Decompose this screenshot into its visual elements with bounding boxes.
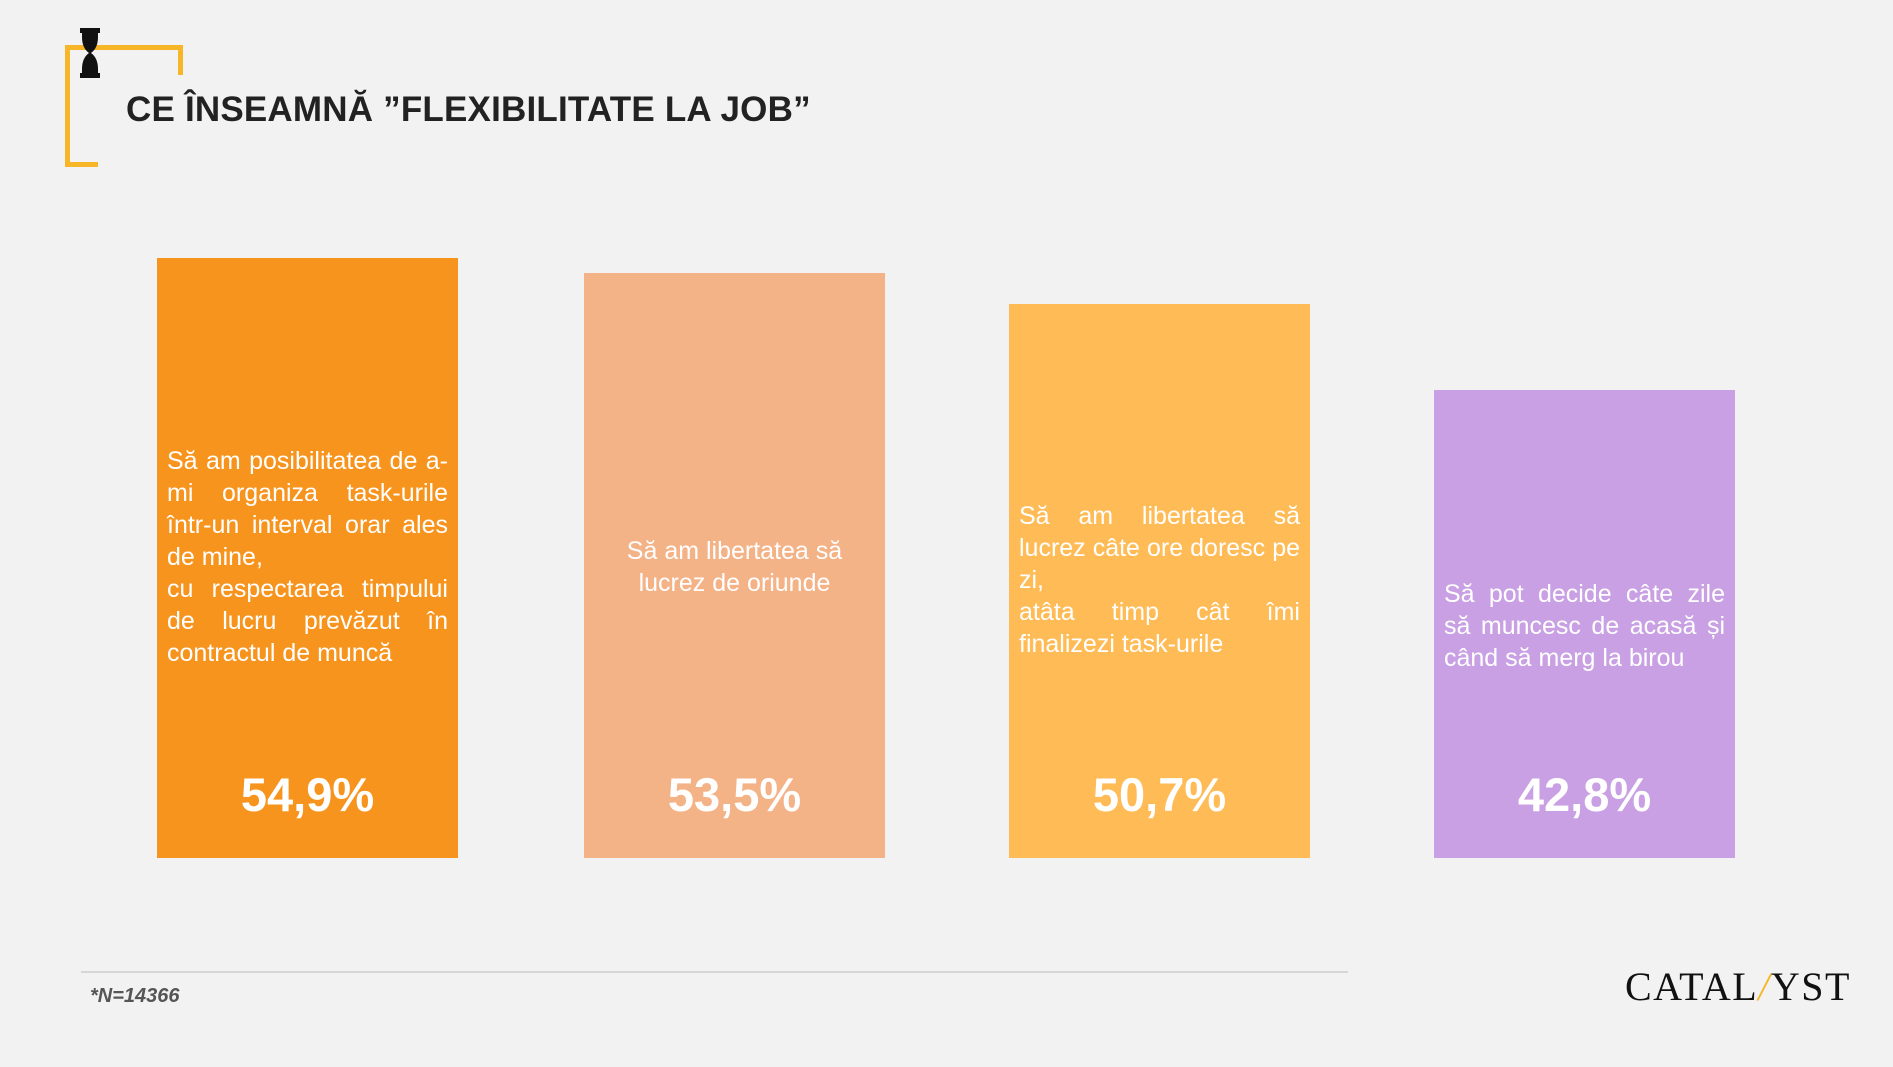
bar-value-label-1: 54,9% (240, 768, 375, 821)
sample-size-footnote: *N=14366 (90, 985, 180, 1007)
bar-4 (1434, 390, 1735, 858)
bar-category-label-3: Să am libertatea să lucrez câte ore dore… (1019, 502, 1300, 658)
catalyst-logo: CATAL/YST (1625, 964, 1851, 1009)
title-bracket-foot (65, 162, 98, 167)
title-bracket-decoration (65, 45, 183, 163)
bar-3 (1009, 303, 1310, 858)
hourglass-icon (80, 28, 100, 78)
bar-category-label-4: Să pot decide câte zile să muncesc de ac… (1444, 580, 1725, 672)
bar-category-label-2: Să am libertatea să lucrez de oriunde (626, 537, 843, 597)
page-title: CE ÎNSEAMNĂ ”FLEXIBILITATE LA JOB” (126, 90, 811, 129)
bar-2 (584, 273, 885, 858)
bar-1 (157, 258, 458, 858)
bar-value-label-3: 50,7% (1092, 768, 1227, 821)
bar-category-label-1: Să am posibilitatea de a-mi organiza tas… (167, 447, 448, 667)
bar-value-label-4: 42,8% (1517, 768, 1652, 821)
title-bracket-edge (178, 45, 183, 75)
bar-value-label-2: 53,5% (667, 768, 802, 821)
footer-divider (81, 971, 1348, 973)
